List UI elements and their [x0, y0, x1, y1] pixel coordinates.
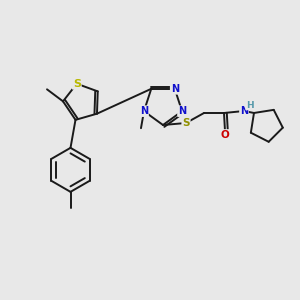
Text: S: S	[182, 118, 190, 128]
Text: N: N	[171, 84, 179, 94]
Text: N: N	[140, 106, 148, 116]
Text: S: S	[73, 79, 81, 89]
Text: O: O	[220, 130, 230, 140]
Text: H: H	[246, 100, 254, 109]
Text: N: N	[240, 106, 248, 116]
Text: N: N	[178, 106, 186, 116]
